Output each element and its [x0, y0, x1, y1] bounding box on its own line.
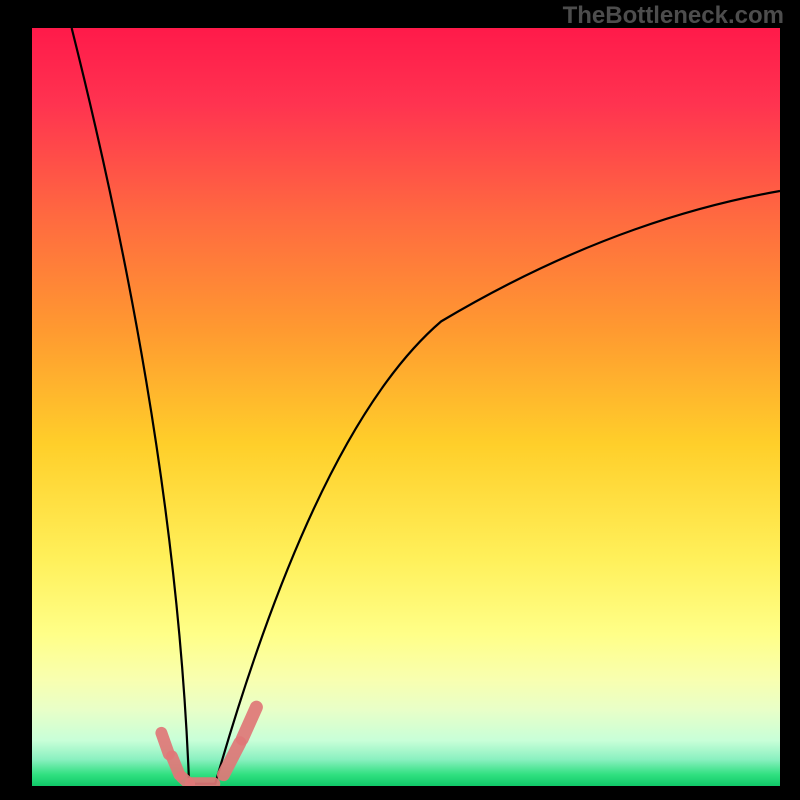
bottleneck-curve: [72, 28, 780, 784]
marker-segment: [172, 756, 179, 774]
marker-segment: [161, 733, 168, 754]
watermark-text: TheBottleneck.com: [563, 2, 784, 30]
curve-layer: [32, 28, 780, 786]
marker-segment: [242, 707, 256, 739]
plot-area: [32, 28, 780, 786]
chart-container: TheBottleneck.com: [0, 0, 800, 800]
